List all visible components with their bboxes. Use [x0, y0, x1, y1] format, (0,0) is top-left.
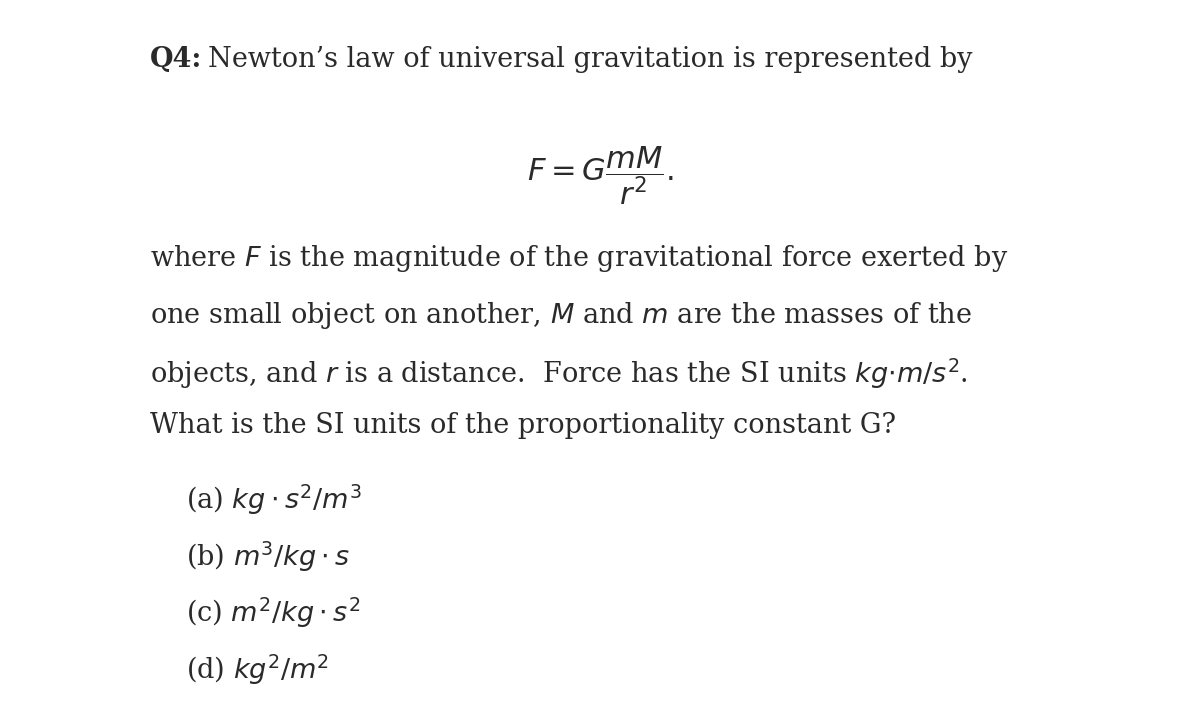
- Text: Newton’s law of universal gravitation is represented by: Newton’s law of universal gravitation is…: [208, 46, 972, 73]
- Text: What is the SI units of the proportionality constant G?: What is the SI units of the proportional…: [150, 412, 896, 439]
- Text: where $\mathit{F}$ is the magnitude of the gravitational force exerted by: where $\mathit{F}$ is the magnitude of t…: [150, 243, 1008, 274]
- Text: (a) $\mathit{kg} \cdot \mathit{s}^2/\mathit{m}^3$: (a) $\mathit{kg} \cdot \mathit{s}^2/\mat…: [186, 483, 361, 517]
- Text: objects, and $\mathit{r}$ is a distance.  Force has the SI units $\mathit{kg}{\c: objects, and $\mathit{r}$ is a distance.…: [150, 356, 968, 391]
- Text: one small object on another, $\mathit{M}$ and $\mathit{m}$ are the masses of the: one small object on another, $\mathit{M}…: [150, 300, 972, 331]
- Text: $F = G\dfrac{mM}{r^2}.$: $F = G\dfrac{mM}{r^2}.$: [527, 145, 673, 207]
- Text: (c) $\mathit{m}^2/\mathit{kg} \cdot \mathit{s}^2$: (c) $\mathit{m}^2/\mathit{kg} \cdot \mat…: [186, 596, 360, 630]
- Text: (d) $\mathit{kg}^2/\mathit{m}^2$: (d) $\mathit{kg}^2/\mathit{m}^2$: [186, 652, 329, 687]
- Text: Q4:: Q4:: [150, 46, 203, 73]
- Text: (b) $\mathit{m}^3/\mathit{kg} \cdot \mathit{s}$: (b) $\mathit{m}^3/\mathit{kg} \cdot \mat…: [186, 539, 350, 574]
